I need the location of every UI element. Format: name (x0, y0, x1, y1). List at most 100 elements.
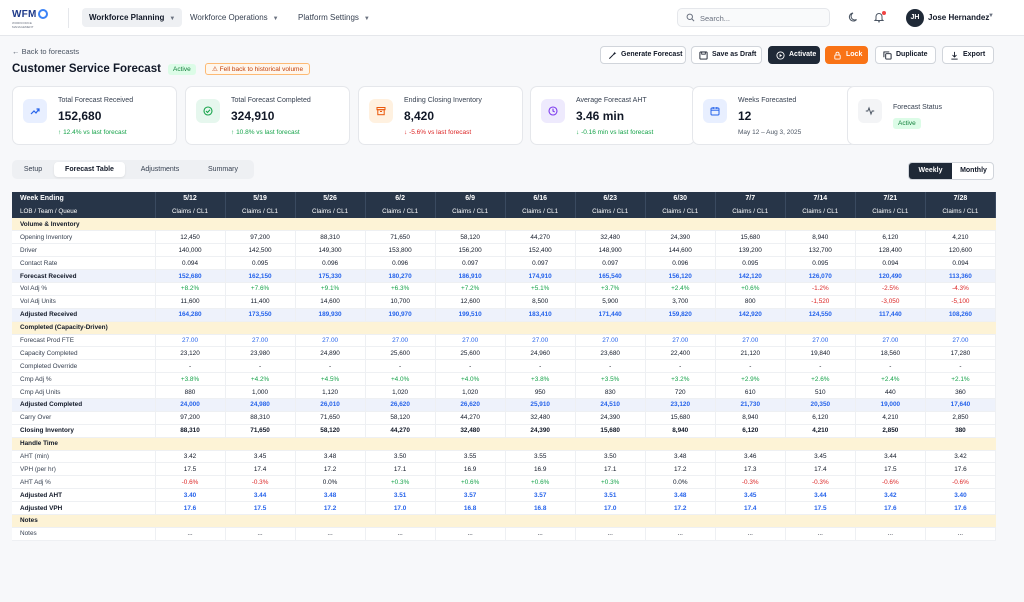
table-cell[interactable]: - (925, 359, 997, 374)
table-cell[interactable]: -0.6% (855, 475, 926, 490)
table-cell[interactable]: 164,280 (155, 308, 226, 322)
table-cell[interactable]: 27.00 (295, 334, 366, 348)
table-cell[interactable]: 17.4 (715, 501, 786, 515)
table-cell[interactable]: 3.51 (575, 488, 646, 503)
table-cell[interactable]: - (575, 359, 646, 374)
table-cell[interactable]: 6,120 (855, 230, 926, 245)
table-cell[interactable]: 0.094 (855, 256, 926, 271)
table-cell[interactable]: 23,120 (645, 398, 716, 412)
table-cell[interactable]: 132,700 (785, 243, 856, 258)
table-cell[interactable]: 26,010 (295, 398, 366, 412)
table-cell[interactable]: 24,390 (505, 424, 576, 438)
table-cell[interactable]: 17.0 (575, 501, 646, 515)
table-cell[interactable]: +4.5% (295, 372, 366, 387)
table-cell[interactable]: 3.51 (365, 488, 436, 503)
table-cell[interactable]: 32,480 (435, 424, 506, 438)
table-cell[interactable]: 32,480 (575, 230, 646, 245)
search-box[interactable]: Search... (677, 8, 830, 27)
table-cell[interactable]: 24,390 (575, 411, 646, 425)
table-cell[interactable]: +2.4% (645, 282, 716, 296)
table-cell[interactable]: 8,500 (505, 295, 576, 309)
table-cell[interactable]: 3.44 (225, 488, 296, 503)
table-cell[interactable]: 17.2 (645, 501, 716, 515)
table-cell[interactable]: - (435, 359, 506, 374)
table-cell[interactable]: 22,400 (645, 346, 716, 361)
tab-forecast-table[interactable]: Forecast Table (54, 162, 125, 177)
table-cell[interactable]: 58,120 (365, 411, 436, 425)
table-cell[interactable]: +2.1% (925, 372, 997, 387)
table-cell[interactable]: 25,600 (365, 346, 436, 361)
table-cell[interactable]: +0.6% (435, 475, 506, 490)
table-cell[interactable]: 88,310 (225, 411, 296, 425)
table-cell[interactable]: - (365, 359, 436, 374)
table-cell[interactable]: - (295, 359, 366, 374)
table-cell[interactable]: +7.2% (435, 282, 506, 296)
table-cell[interactable]: 8,940 (785, 230, 856, 245)
table-cell[interactable]: 149,300 (295, 243, 366, 258)
table-cell[interactable]: 189,930 (295, 308, 366, 322)
table-cell[interactable]: 180,270 (365, 269, 436, 283)
back-link[interactable]: ← Back to forecasts (12, 47, 80, 56)
table-cell[interactable]: 144,600 (645, 243, 716, 258)
table-cell[interactable]: 71,650 (225, 424, 296, 438)
table-cell[interactable]: 44,270 (365, 424, 436, 438)
table-cell[interactable]: 24,390 (645, 230, 716, 245)
table-cell[interactable]: ... (505, 527, 576, 541)
table-cell[interactable]: -0.3% (785, 475, 856, 490)
nav-platform-settings[interactable]: Platform Settings ▼ (291, 8, 377, 27)
table-cell[interactable]: 0.095 (225, 256, 296, 271)
table-cell[interactable]: 27.00 (715, 334, 786, 348)
table-cell[interactable]: 23,980 (225, 346, 296, 361)
user-name[interactable]: Jose Hernandez (928, 13, 990, 22)
table-cell[interactable]: -2.5% (855, 282, 926, 296)
table-cell[interactable]: 12,450 (155, 230, 226, 245)
table-cell[interactable]: 171,440 (575, 308, 646, 322)
table-cell[interactable]: ... (925, 527, 997, 541)
table-cell[interactable]: 3.44 (855, 450, 926, 464)
table-cell[interactable]: 24,890 (295, 346, 366, 361)
table-cell[interactable]: 17.5 (785, 501, 856, 515)
table-cell[interactable]: ... (155, 527, 226, 541)
table-cell[interactable]: 88,310 (295, 230, 366, 245)
table-cell[interactable]: 175,330 (295, 269, 366, 283)
table-cell[interactable]: 17.6 (925, 501, 997, 515)
table-cell[interactable]: +0.6% (505, 475, 576, 490)
table-cell[interactable]: 186,910 (435, 269, 506, 283)
table-cell[interactable]: 360 (925, 385, 997, 399)
table-cell[interactable]: - (505, 359, 576, 374)
table-cell[interactable]: +4.0% (435, 372, 506, 387)
table-cell[interactable]: 27.00 (505, 334, 576, 348)
activate-button[interactable]: Activate (768, 46, 820, 64)
table-cell[interactable]: +3.8% (505, 372, 576, 387)
table-cell[interactable]: +4.2% (225, 372, 296, 387)
table-cell[interactable]: 4,210 (785, 424, 856, 438)
table-cell[interactable]: 165,540 (575, 269, 646, 283)
table-cell[interactable]: -0.3% (225, 475, 296, 490)
nav-workforce-operations[interactable]: Workforce Operations ▼ (183, 8, 286, 27)
table-cell[interactable]: 17.6 (925, 462, 997, 477)
table-cell[interactable]: 156,200 (435, 243, 506, 258)
table-cell[interactable]: +3.5% (575, 372, 646, 387)
table-cell[interactable]: 3.42 (855, 488, 926, 503)
table-cell[interactable]: 17.0 (365, 501, 436, 515)
table-cell[interactable]: 21,730 (715, 398, 786, 412)
table-cell[interactable]: 16.8 (505, 501, 576, 515)
table-cell[interactable]: 0.094 (925, 256, 997, 271)
table-cell[interactable]: +3.8% (155, 372, 226, 387)
table-cell[interactable]: 58,120 (295, 424, 366, 438)
table-cell[interactable]: 0.0% (645, 475, 716, 490)
table-cell[interactable]: 3.45 (785, 450, 856, 464)
table-cell[interactable]: ... (225, 527, 296, 541)
table-cell[interactable]: 0.096 (365, 256, 436, 271)
table-cell[interactable]: 17.6 (855, 501, 926, 515)
table-cell[interactable]: 27.00 (225, 334, 296, 348)
table-cell[interactable]: ... (715, 527, 786, 541)
table-cell[interactable]: ... (785, 527, 856, 541)
table-cell[interactable]: 3.50 (575, 450, 646, 464)
tab-adjustments[interactable]: Adjustments (140, 166, 180, 173)
table-cell[interactable]: 17.2 (295, 501, 366, 515)
table-cell[interactable]: 3.40 (925, 488, 997, 503)
save-draft-button[interactable]: Save as Draft (691, 46, 762, 64)
table-cell[interactable]: 17.5 (225, 501, 296, 515)
table-cell[interactable]: 17.2 (295, 462, 366, 477)
